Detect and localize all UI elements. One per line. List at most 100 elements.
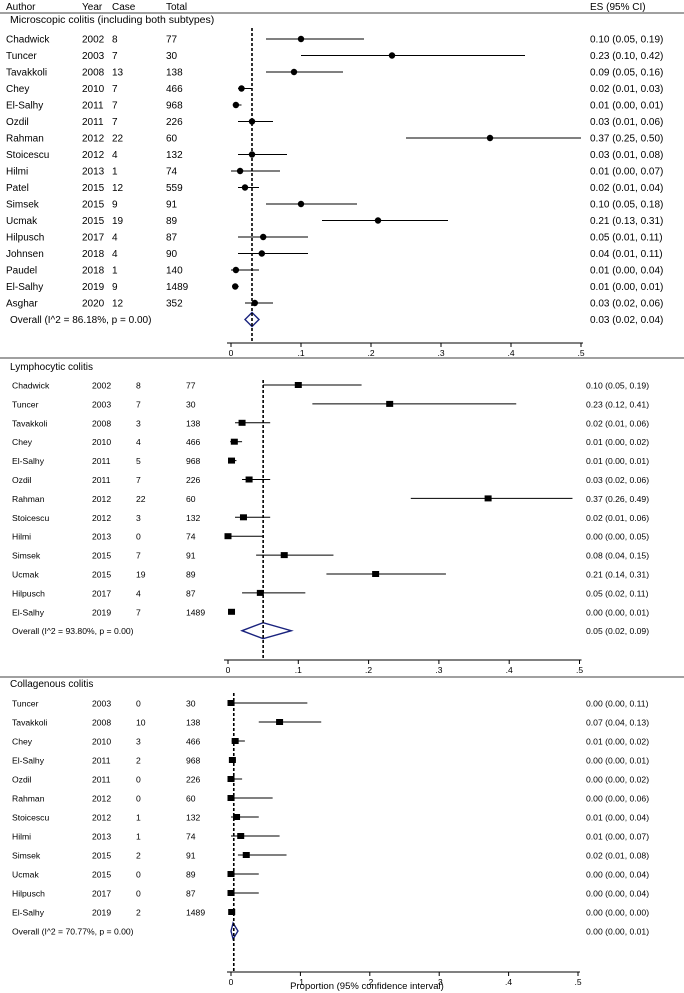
study-year: 2019	[82, 282, 105, 293]
point-estimate-marker	[388, 52, 396, 59]
study-case: 0	[136, 870, 141, 880]
study-es-label: 0.21 (0.13, 0.31)	[590, 216, 663, 227]
study-row: Ozdil 2011 7 226 0.03 (0.02, 0.06)	[12, 475, 649, 485]
study-row: Tavakkoli 2008 3 138 0.02 (0.01, 0.06)	[12, 418, 649, 428]
study-total: 74	[186, 532, 196, 542]
study-es-label: 0.02 (0.01, 0.04)	[590, 183, 663, 194]
x-axis-tick-label: .4	[506, 665, 513, 675]
point-estimate-marker	[239, 514, 247, 521]
study-author: Ozdil	[6, 117, 29, 128]
study-author: El-Salhy	[6, 101, 43, 112]
column-headers: Author Year Case Total ES (95% CI)	[6, 2, 646, 13]
point-estimate-marker	[228, 909, 236, 915]
study-year: 2003	[92, 399, 111, 409]
study-es-label: 0.10 (0.05, 0.18)	[590, 200, 663, 211]
study-author: Johnsen	[6, 249, 44, 260]
point-estimate-marker	[242, 852, 250, 858]
study-total: 968	[186, 756, 201, 766]
study-author: Simsek	[12, 851, 41, 861]
study-author: Hilpusch	[6, 233, 44, 244]
study-case: 9	[112, 200, 118, 211]
study-total: 226	[186, 475, 201, 485]
study-year: 2012	[82, 134, 105, 145]
study-case: 8	[112, 35, 118, 46]
header-es: ES (95% CI)	[590, 2, 646, 13]
study-author: Chadwick	[6, 35, 50, 46]
study-author: Rahman	[12, 794, 45, 804]
study-case: 19	[112, 216, 124, 227]
study-total: 968	[166, 101, 183, 112]
study-row: Tavakkoli 2008 10 138 0.07 (0.04, 0.13)	[12, 718, 649, 728]
study-author: Tavakkoli	[12, 718, 47, 728]
overall-diamond	[244, 311, 260, 328]
study-row: Stoicescu 2012 1 132 0.01 (0.00, 0.04)	[12, 813, 649, 823]
study-year: 2012	[92, 494, 111, 504]
study-row: Ucmak 2015 0 89 0.00 (0.00, 0.04)	[12, 870, 649, 880]
study-total: 30	[186, 399, 196, 409]
study-year: 2003	[92, 699, 111, 709]
study-total: 1489	[166, 282, 189, 293]
study-case: 1	[136, 813, 141, 823]
point-estimate-marker	[227, 776, 235, 782]
point-estimate-marker	[232, 101, 240, 109]
x-axis-tick-label: .1	[295, 665, 302, 675]
study-row: Chey 2010 3 466 0.01 (0.00, 0.02)	[12, 737, 649, 747]
study-total: 352	[166, 299, 183, 310]
study-author: Ozdil	[12, 475, 32, 485]
study-es-label: 0.00 (0.00, 0.02)	[586, 775, 649, 785]
study-year: 2010	[92, 737, 111, 747]
point-estimate-marker	[297, 200, 305, 208]
study-es-label: 0.00 (0.00, 0.04)	[586, 870, 649, 880]
study-year: 2008	[92, 418, 111, 428]
point-estimate-marker	[227, 890, 235, 896]
study-case: 3	[136, 737, 141, 747]
study-author: Hilpusch	[12, 588, 45, 598]
study-row: Chadwick 2002 8 77 0.10 (0.05, 0.19)	[6, 35, 663, 46]
study-author: Chadwick	[12, 381, 50, 391]
x-axis-tick-label: .4	[507, 348, 514, 358]
study-total: 132	[166, 150, 183, 161]
study-case: 0	[136, 699, 141, 709]
study-total: 226	[186, 775, 201, 785]
study-total: 60	[186, 794, 196, 804]
study-es-label: 0.01 (0.00, 0.04)	[586, 813, 649, 823]
point-estimate-marker	[228, 457, 236, 464]
study-es-label: 0.01 (0.00, 0.01)	[586, 456, 649, 466]
study-total: 91	[186, 851, 196, 861]
point-estimate-marker	[245, 476, 253, 483]
study-es-label: 0.10 (0.05, 0.19)	[586, 381, 649, 391]
study-case: 4	[112, 150, 118, 161]
point-estimate-marker	[297, 35, 305, 43]
study-author: Patel	[6, 183, 29, 194]
x-axis-label: Proportion (95% confidence interval)	[290, 981, 444, 992]
study-case: 10	[136, 718, 146, 728]
study-author: El-Salhy	[12, 456, 45, 466]
study-total: 89	[166, 216, 178, 227]
study-es-label: 0.05 (0.02, 0.11)	[586, 588, 649, 598]
study-author: Chey	[12, 437, 33, 447]
study-row: Stoicescu 2012 4 132 0.03 (0.01, 0.08)	[6, 150, 663, 161]
x-axis-tick-label: .3	[435, 665, 442, 675]
study-es-label: 0.02 (0.01, 0.08)	[586, 851, 649, 861]
study-row: Simsek 2015 7 91 0.08 (0.04, 0.15)	[12, 551, 649, 561]
study-es-label: 0.00 (0.00, 0.11)	[586, 699, 649, 709]
panel-microscopic-colitis: Microscopic colitis (including both subt…	[0, 14, 684, 359]
point-estimate-marker	[236, 167, 244, 175]
study-total: 91	[186, 551, 196, 561]
study-row: Chey 2010 7 466 0.02 (0.01, 0.03)	[6, 84, 663, 95]
x-axis-tick-label: .2	[366, 977, 373, 987]
study-row: Ucmak 2015 19 89 0.21 (0.14, 0.31)	[12, 570, 649, 580]
study-year: 2003	[82, 51, 105, 62]
point-estimate-marker	[486, 134, 494, 142]
study-case: 22	[112, 134, 124, 145]
study-row: Ozdil 2011 7 226 0.03 (0.01, 0.06)	[6, 117, 663, 128]
study-es-label: 0.00 (0.00, 0.01)	[586, 756, 649, 766]
study-total: 60	[166, 134, 178, 145]
study-year: 2002	[92, 381, 111, 391]
x-axis-tick-label: .2	[367, 348, 374, 358]
study-row: Chey 2010 4 466 0.01 (0.00, 0.02)	[12, 437, 649, 447]
point-estimate-marker	[224, 533, 232, 540]
point-estimate-marker	[251, 299, 258, 307]
study-es-label: 0.23 (0.12, 0.41)	[586, 399, 649, 409]
panel-title: Microscopic colitis (including both subt…	[10, 14, 214, 26]
